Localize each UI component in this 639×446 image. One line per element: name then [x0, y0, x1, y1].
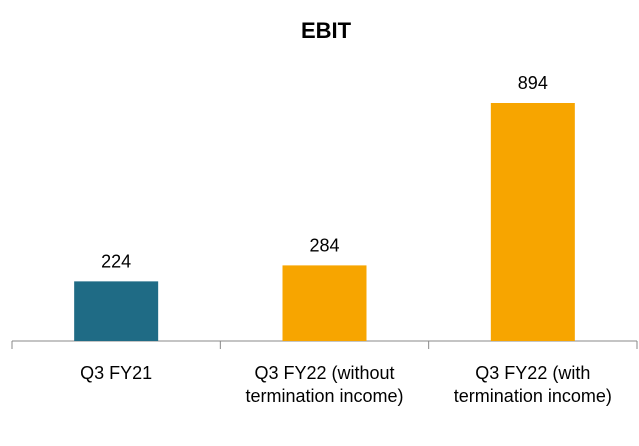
x-tick-label: Q3 FY22 (with termination income): [453, 363, 612, 406]
chart-title: EBIT: [301, 18, 352, 43]
bar: [490, 103, 575, 341]
value-label: 284: [309, 235, 339, 255]
value-label: 894: [518, 73, 548, 93]
bar: [74, 281, 159, 341]
bar: [282, 265, 367, 341]
x-tick-label: Q3 FY21: [80, 363, 153, 383]
value-label: 224: [101, 251, 131, 271]
x-tick-label: Q3 FY22 (without termination income): [245, 363, 404, 406]
